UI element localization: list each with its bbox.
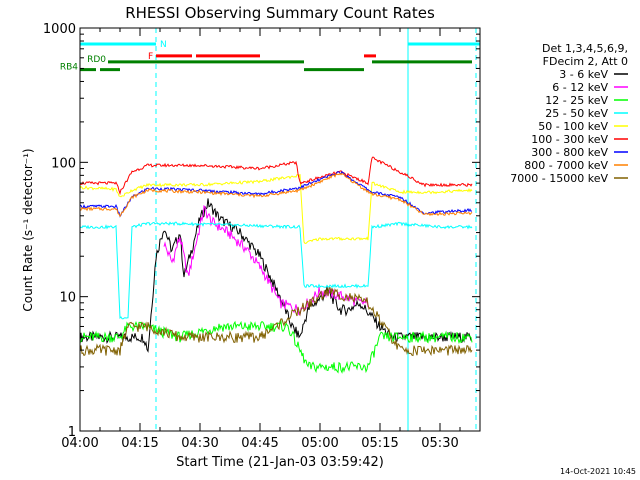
x-tick-label: 05:15	[361, 436, 398, 451]
vertical-markers	[155, 28, 477, 431]
series-line-3	[79, 221, 473, 320]
data-series	[79, 156, 473, 374]
flag-bars: NF RD0 RB4	[60, 40, 480, 73]
x-tick-label: 05:30	[421, 436, 458, 451]
legend-entry-label: 800 - 7000 keV	[524, 159, 608, 172]
series-line-8	[79, 287, 473, 357]
x-tick-label: 04:15	[121, 436, 158, 451]
legend-entry-label: 100 - 300 keV	[531, 133, 608, 146]
legend: Det 1,3,4,5,6,9,FDecim 2, Att 03 - 6 keV…	[510, 42, 628, 185]
series-line-4	[79, 174, 473, 244]
legend-entry-label: 50 - 100 keV	[538, 120, 608, 133]
x-tick-label: 04:00	[61, 436, 98, 451]
legend-entry-label: 12 - 25 keV	[545, 94, 608, 107]
y-tick-label: 1	[68, 425, 76, 440]
legend-entry-label: 25 - 50 keV	[545, 107, 608, 120]
series-line-0	[79, 198, 473, 353]
legend-entry-label: 6 - 12 keV	[552, 81, 608, 94]
legend-header: Det 1,3,4,5,6,9,	[542, 42, 628, 55]
chart-title: RHESSI Observing Summary Count Rates	[125, 4, 435, 22]
flag-label: N	[160, 40, 167, 50]
flag-label: F	[148, 52, 153, 62]
y-tick-label: 1000	[43, 22, 76, 37]
flag-label: RD0	[87, 55, 106, 65]
series-line-5	[79, 156, 473, 196]
y-axis-label: Count Rate (s⁻¹ detector⁻¹)	[21, 148, 35, 311]
x-axis: 04:00 04:15 04:30 04:45 05:00 05:15 05:30	[61, 28, 461, 451]
footer-timestamp: 14-Oct-2021 10:45	[560, 467, 636, 476]
y-tick-label: 100	[51, 156, 76, 171]
x-tick-label: 04:45	[241, 436, 278, 451]
x-tick-label: 05:00	[301, 436, 338, 451]
legend-entry-label: 3 - 6 keV	[559, 68, 608, 81]
series-line-1	[163, 204, 369, 316]
legend-entry-label: 7000 - 15000 keV	[510, 172, 608, 185]
legend-header: FDecim 2, Att 0	[543, 55, 628, 68]
flag-label: RB4	[60, 63, 78, 73]
legend-entry-label: 300 - 800 keV	[531, 146, 608, 159]
x-axis-label: Start Time (21-Jan-03 03:59:42)	[176, 455, 384, 470]
series-line-7	[79, 172, 473, 218]
y-tick-label: 10	[59, 291, 76, 306]
y-axis: 1 10 100 1000	[43, 22, 480, 440]
x-tick-label: 04:30	[181, 436, 218, 451]
